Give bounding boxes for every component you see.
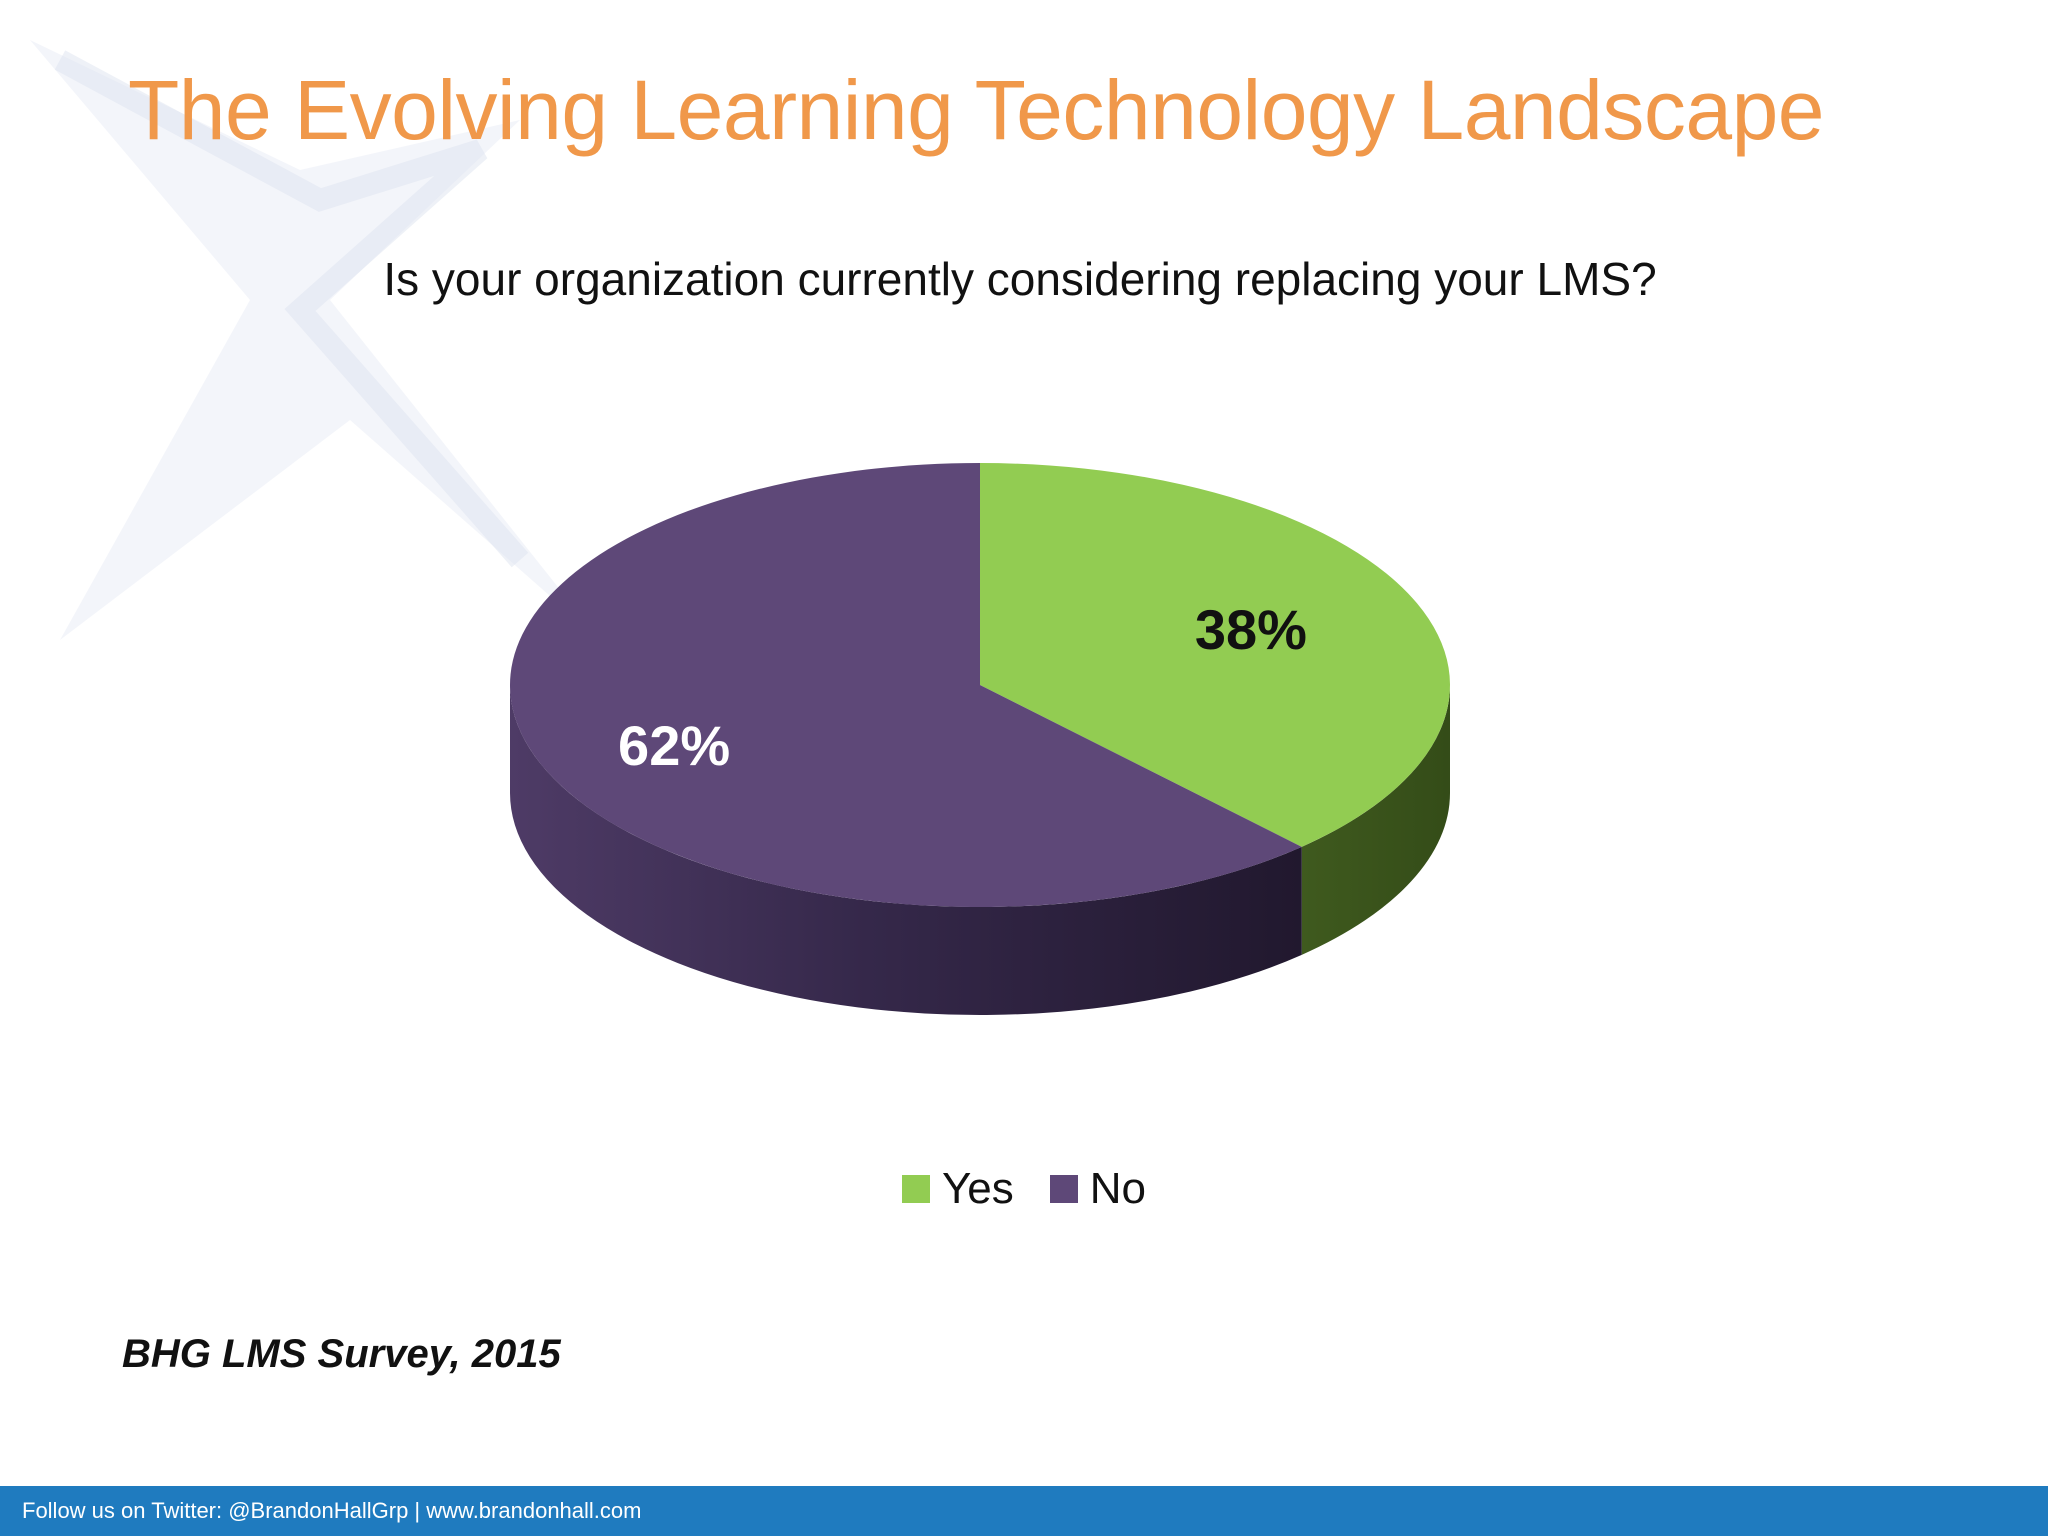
legend-item-yes: Yes <box>901 1164 1014 1214</box>
logo-watermark <box>30 40 600 640</box>
pie-side-no <box>510 685 1302 1016</box>
chart-title: Is your organization currently consideri… <box>383 253 1657 305</box>
legend-label-yes: Yes <box>941 1164 1014 1213</box>
pie-slice-yes <box>980 462 1451 847</box>
pie-side-yes <box>1301 685 1450 955</box>
legend-swatch-no <box>1049 1175 1078 1203</box>
chart-legend: Yes No <box>0 1164 2048 1214</box>
footer-text: Follow us on Twitter: @BrandonHallGrp | … <box>22 1498 642 1523</box>
data-label-yes: 38% <box>1195 598 1307 661</box>
pie-slice-no <box>510 463 1302 907</box>
legend-swatch-yes <box>901 1175 930 1203</box>
slide-title: The Evolving Learning Technology Landsca… <box>128 63 1825 157</box>
footer-bar: Follow us on Twitter: @BrandonHallGrp | … <box>0 1486 2048 1536</box>
data-label-no: 62% <box>618 714 730 777</box>
source-note: BHG LMS Survey, 2015 <box>122 1332 561 1376</box>
legend-item-no: No <box>1049 1164 1147 1214</box>
legend-label-no: No <box>1089 1164 1147 1213</box>
